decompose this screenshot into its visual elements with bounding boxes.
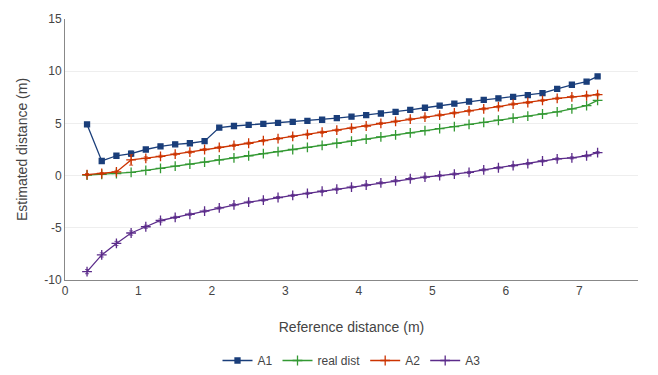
svg-text:5: 5 xyxy=(429,284,436,298)
svg-text:0: 0 xyxy=(55,169,62,183)
svg-text:Estimated distance (m): Estimated distance (m) xyxy=(14,78,30,221)
svg-text:A2: A2 xyxy=(405,354,420,368)
svg-text:Reference distance (m): Reference distance (m) xyxy=(279,319,425,335)
svg-text:15: 15 xyxy=(48,12,62,26)
svg-text:-10: -10 xyxy=(44,273,62,287)
svg-text:6: 6 xyxy=(502,284,509,298)
svg-text:3: 3 xyxy=(282,284,289,298)
svg-text:A1: A1 xyxy=(258,354,273,368)
svg-text:real dist: real dist xyxy=(318,354,361,368)
svg-text:5: 5 xyxy=(55,117,62,131)
svg-text:-5: -5 xyxy=(51,221,62,235)
svg-text:10: 10 xyxy=(48,64,62,78)
svg-text:2: 2 xyxy=(209,284,216,298)
svg-text:1: 1 xyxy=(135,284,142,298)
svg-text:A3: A3 xyxy=(465,354,480,368)
svg-text:7: 7 xyxy=(576,284,583,298)
svg-text:0: 0 xyxy=(62,284,69,298)
svg-text:4: 4 xyxy=(356,284,363,298)
